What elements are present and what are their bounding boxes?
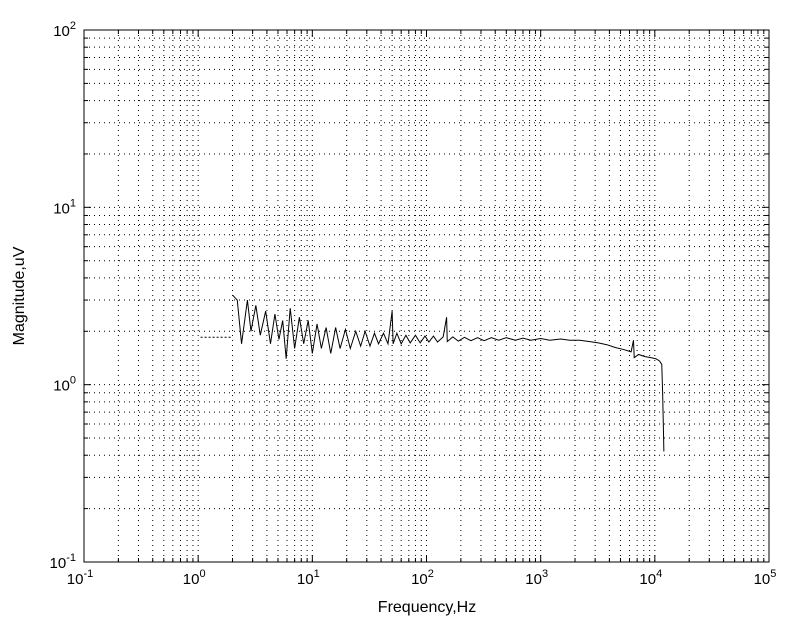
axes [83, 29, 770, 563]
x-tick-label: 101 [297, 568, 320, 588]
y-tick-label: 10-1 [50, 552, 76, 572]
y-axis-label: Magnitude,uV [11, 246, 28, 345]
x-tick-label: 10-1 [67, 568, 93, 588]
y-tick-label: 100 [53, 375, 76, 395]
grid [84, 30, 769, 562]
y-tick-label: 102 [53, 20, 76, 40]
tick-labels: 10-1 100 101 102 103 104 105 10-1 100 101 102 [50, 20, 777, 588]
x-tick-label: 102 [411, 568, 434, 588]
x-tick-label: 103 [525, 568, 548, 588]
x-tick-label: 104 [639, 568, 662, 588]
x-tick-label: 105 [754, 568, 777, 588]
y-tick-label: 101 [53, 197, 76, 217]
x-tick-label: 100 [183, 568, 206, 588]
plot-area [200, 294, 665, 452]
x-axis-label: Frequency,Hz [378, 599, 476, 616]
series-line-0 [232, 294, 665, 452]
